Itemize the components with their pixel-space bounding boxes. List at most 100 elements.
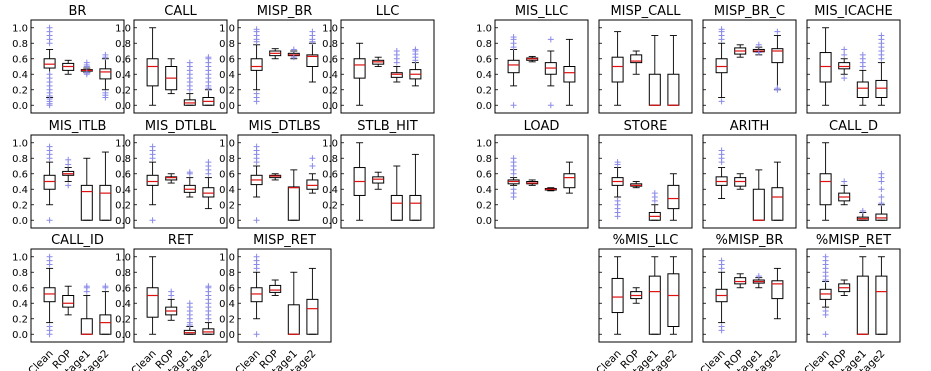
panel-frame xyxy=(806,134,901,229)
panel-mis-dtlbl: MIS_DTLBL 0.0 0.2 0.4 0.6 0.8 1.0 xyxy=(115,119,228,229)
box-rop xyxy=(630,287,643,304)
outlier-marker xyxy=(149,143,156,150)
y-tick-label: 0.4 xyxy=(12,185,28,196)
box-clean xyxy=(146,143,159,224)
y-tick-label: 0.4 xyxy=(476,185,492,196)
panel-frame xyxy=(598,248,693,343)
outlier-marker xyxy=(168,288,175,295)
y-tick-label: 0.0 xyxy=(476,216,492,227)
panel-call-id: CALL_ID0.00.20.40.60.81.0CleanROPStage1S… xyxy=(12,233,125,371)
box-iqr xyxy=(250,58,263,71)
y-tick-label: 1.0 xyxy=(12,138,28,149)
box-iqr xyxy=(875,79,888,98)
box-rop xyxy=(734,273,747,289)
box-iqr xyxy=(269,284,282,293)
outlier-marker xyxy=(718,323,725,330)
outlier-marker xyxy=(205,283,212,290)
outlier-marker xyxy=(253,90,260,97)
x-tick-label: Clean xyxy=(698,348,728,371)
outlier-marker xyxy=(841,46,848,53)
outlier-marker xyxy=(841,75,848,82)
box-stage1 xyxy=(752,169,765,221)
y-tick-label: 1.0 xyxy=(115,23,131,34)
y-tick-label: 0.6 xyxy=(322,169,338,180)
outlier-marker xyxy=(83,69,90,76)
y-tick-label: 0.6 xyxy=(12,169,28,180)
panel-title: ARITH xyxy=(730,119,769,134)
y-tick-label: 0.8 xyxy=(12,39,28,50)
box-rop xyxy=(269,48,282,60)
y-tick-label: 0.0 xyxy=(12,330,28,341)
box-rop xyxy=(372,171,385,190)
y-tick-label: 0.8 xyxy=(219,268,235,279)
outlier-marker xyxy=(102,89,109,96)
box-clean xyxy=(507,155,520,200)
box-iqr xyxy=(563,173,576,189)
box-iqr xyxy=(819,52,832,83)
box-stage1 xyxy=(183,59,196,106)
box-iqr xyxy=(43,58,56,69)
panel-frame xyxy=(133,19,228,114)
y-tick-label: 1.0 xyxy=(476,23,492,34)
box-iqr xyxy=(99,68,112,80)
y-tick-label: 0.8 xyxy=(115,154,131,165)
box-stage2 xyxy=(667,35,680,106)
panel-frame xyxy=(494,19,589,114)
box-iqr xyxy=(771,48,784,64)
box-stage2 xyxy=(409,46,422,87)
box-iqr xyxy=(146,174,159,186)
y-tick-label: 0.6 xyxy=(12,54,28,65)
outlier-marker xyxy=(718,257,725,264)
outlier-marker xyxy=(878,32,885,39)
y-tick-label: 0.2 xyxy=(476,200,492,211)
y-tick-label: 0.6 xyxy=(476,169,492,180)
box-iqr xyxy=(771,280,784,300)
box-rop xyxy=(62,59,75,75)
y-tick-label: 0.8 xyxy=(476,39,492,50)
y-tick-label: 0.0 xyxy=(115,216,131,227)
y-tick-label: 1.0 xyxy=(12,252,28,263)
box-iqr xyxy=(80,318,93,335)
y-tick-label: 0.4 xyxy=(322,70,338,81)
box-iqr xyxy=(306,179,319,190)
outlier-marker xyxy=(309,163,316,169)
y-tick-label: 0.2 xyxy=(115,85,131,96)
panel-br: BR 0.0 0.2 0.4 0.6 0.8 1.0 xyxy=(12,4,125,114)
box-iqr xyxy=(390,194,403,221)
box-stage1 xyxy=(856,256,869,335)
box-stage2 xyxy=(306,155,319,194)
box-iqr xyxy=(146,287,159,318)
outlier-marker xyxy=(46,71,53,78)
y-tick-label: 0.8 xyxy=(115,39,131,50)
box-iqr xyxy=(507,59,520,74)
box-stage2 xyxy=(306,267,319,335)
panel-load: LOAD 0.0 0.2 0.4 0.6 0.8 1.0 xyxy=(476,119,589,229)
y-tick-label: 0.2 xyxy=(219,200,235,211)
panel-frame xyxy=(340,134,435,229)
y-tick-label: 0.0 xyxy=(12,216,28,227)
box-rop xyxy=(526,179,539,186)
outlier-marker xyxy=(253,143,260,150)
box-clean xyxy=(507,34,520,109)
outlier-marker xyxy=(510,34,517,41)
box-clean xyxy=(353,42,366,106)
y-tick-label: 0.8 xyxy=(12,268,28,279)
y-tick-label: 0.4 xyxy=(115,185,131,196)
panel-mis-icache: MIS_ICACHE xyxy=(806,4,901,114)
outlier-marker xyxy=(859,51,866,58)
y-tick-label: 0.8 xyxy=(219,154,235,165)
outlier-marker xyxy=(755,49,762,56)
y-tick-label: 0.0 xyxy=(115,330,131,341)
y-tick-label: 0.6 xyxy=(115,169,131,180)
y-tick-label: 1.0 xyxy=(219,252,235,263)
x-tick-label: Clean xyxy=(802,348,832,371)
box-iqr xyxy=(62,295,75,308)
box-iqr xyxy=(856,81,869,98)
outlier-marker xyxy=(841,51,848,58)
outlier-marker xyxy=(614,197,621,204)
box-iqr xyxy=(306,298,319,335)
panel-misp-call: MISP_CALL xyxy=(598,4,693,114)
panel-title: MIS_DTLBL xyxy=(145,119,217,134)
box-iqr xyxy=(838,62,851,70)
